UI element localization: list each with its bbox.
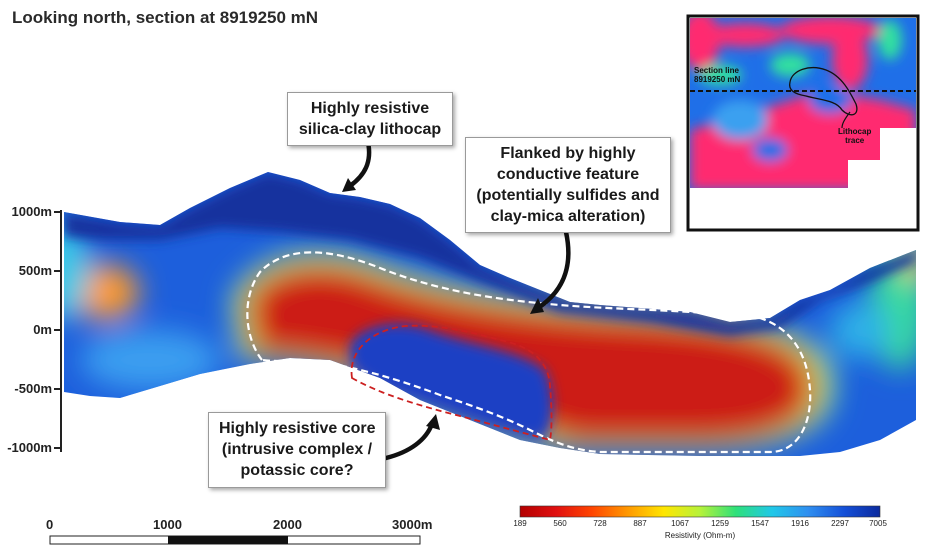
callout-core-line-3: potassic core? bbox=[240, 462, 354, 479]
arrowhead-core bbox=[426, 414, 440, 430]
page-title: Looking north, section at 8919250 mN bbox=[12, 8, 319, 27]
inset-lithocap-label-2: trace bbox=[845, 136, 865, 145]
callout-conductive-line-3: (potentially sulfides and bbox=[476, 187, 660, 204]
elevation-axis bbox=[54, 210, 62, 452]
scale-bar bbox=[49, 535, 421, 545]
lithocap-trace bbox=[788, 67, 858, 116]
colorbar-tick: 887 bbox=[633, 519, 647, 528]
elevation-label-minus-500: -500m bbox=[14, 381, 52, 396]
arrow-conductive bbox=[535, 229, 571, 311]
elevation-label-0: 0m bbox=[33, 322, 52, 337]
core-outline bbox=[350, 324, 553, 442]
colorbar-tick: 1916 bbox=[791, 519, 809, 528]
callout-conductive-line-1: Flanked by highly bbox=[500, 145, 636, 162]
callout-conductive: Flanked by highly conductive feature (po… bbox=[465, 137, 671, 233]
callout-lithocap-line-1: Highly resistive bbox=[310, 100, 430, 117]
inset-section-line-label: Section line 8919250 mN bbox=[694, 66, 740, 84]
inset-map bbox=[686, 14, 920, 232]
arrow-lithocap bbox=[347, 139, 372, 189]
scale-label-1000: 1000 bbox=[153, 517, 182, 532]
callout-core: Highly resistive core (intrusive complex… bbox=[208, 412, 386, 488]
callout-conductive-line-2: conductive feature bbox=[496, 166, 640, 183]
elevation-label-1000: 1000m bbox=[11, 204, 52, 219]
arrowhead-lithocap bbox=[342, 178, 356, 192]
colorbar-tick: 560 bbox=[553, 519, 567, 528]
callout-core-line-2: (intrusive complex / bbox=[221, 441, 373, 458]
colorbar-title: Resistivity (Ohm-m) bbox=[664, 531, 736, 540]
colorbar-tick: 1259 bbox=[711, 519, 729, 528]
inset-pointer bbox=[841, 111, 851, 129]
scale-label-0: 0 bbox=[46, 517, 54, 532]
callout-arrows bbox=[347, 139, 571, 461]
inset-lithocap-label: Lithocap trace bbox=[838, 127, 871, 145]
arrow-core bbox=[383, 421, 435, 461]
colorbar-tick: 1067 bbox=[671, 519, 689, 528]
colorbar-tick: 189 bbox=[513, 519, 527, 528]
inset-section-line-label-2: 8919250 mN bbox=[694, 75, 741, 84]
callout-lithocap: Highly resistive silica-clay lithocap bbox=[287, 92, 453, 146]
callout-conductive-line-4: clay-mica alteration) bbox=[490, 208, 646, 225]
colorbar-tick: 7005 bbox=[869, 519, 887, 528]
colorbar-tick: 2297 bbox=[831, 519, 849, 528]
callout-lithocap-line-2: silica-clay lithocap bbox=[298, 121, 442, 138]
callout-core-line-1: Highly resistive core bbox=[219, 420, 376, 437]
elevation-label-minus-1000: -1000m bbox=[7, 440, 52, 455]
arrowheads bbox=[342, 178, 544, 430]
colorbar bbox=[519, 505, 881, 518]
elevation-label-500: 500m bbox=[18, 263, 52, 278]
inset-section-line-label-1: Section line bbox=[694, 66, 739, 75]
scale-label-3000: 3000m bbox=[392, 517, 433, 532]
arrowhead-conductive bbox=[530, 298, 544, 314]
conductive-outline bbox=[246, 251, 812, 454]
scale-label-2000: 2000 bbox=[273, 517, 302, 532]
colorbar-tick: 728 bbox=[593, 519, 607, 528]
colorbar-tick: 1547 bbox=[751, 519, 769, 528]
inset-lithocap-label-1: Lithocap bbox=[838, 127, 872, 136]
